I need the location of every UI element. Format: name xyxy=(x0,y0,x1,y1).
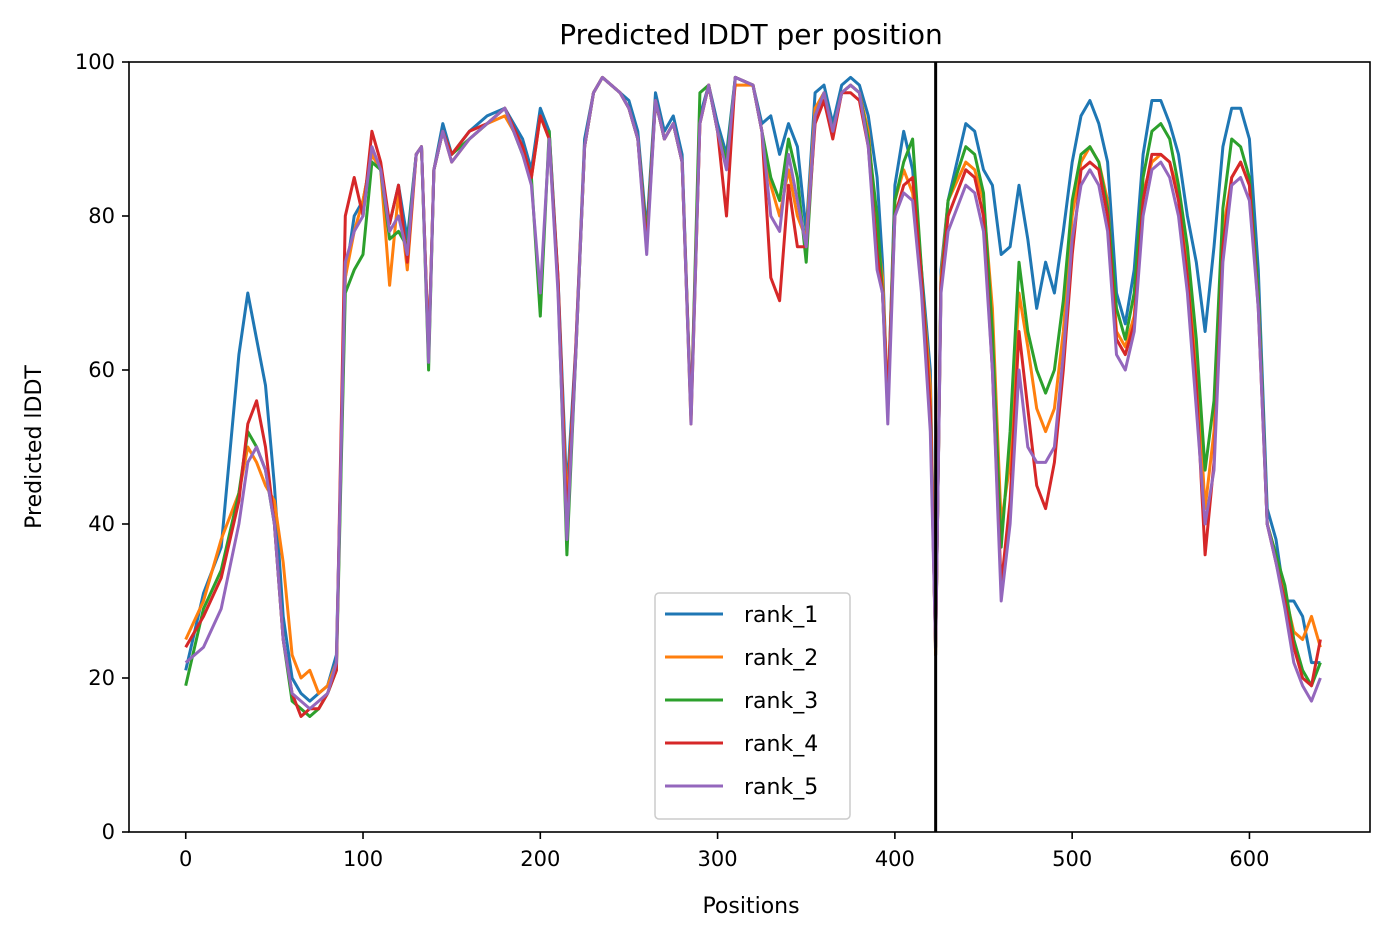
plot-frame xyxy=(128,61,1371,833)
legend: rank_1 rank_2 rank_3 rank_4 rank_5 xyxy=(654,592,851,820)
y-tick-label: 20 xyxy=(88,666,115,690)
x-tick-label: 300 xyxy=(698,847,738,871)
legend-label-rank_1: rank_1 xyxy=(744,603,818,628)
y-axis-label: Predicted lDDT xyxy=(22,365,47,529)
legend-label-rank_2: rank_2 xyxy=(744,646,818,671)
x-tick-label: 100 xyxy=(343,847,383,871)
x-tick-label: 600 xyxy=(1229,847,1269,871)
y-tick-label: 60 xyxy=(88,358,115,382)
chart-title: Predicted lDDT per position xyxy=(559,18,943,51)
legend-label-rank_3: rank_3 xyxy=(744,689,818,714)
x-tick-label: 400 xyxy=(875,847,915,871)
plot-area: 0 100 200 300 400 500 600020406080100rank_1ran… xyxy=(75,50,1371,871)
legend-label-rank_5: rank_5 xyxy=(744,775,818,800)
y-tick-label: 100 xyxy=(75,50,115,74)
x-tick-label: 500 xyxy=(1052,847,1092,871)
series-line-rank_5 xyxy=(184,75,1322,711)
y-tick-label: 40 xyxy=(88,512,115,536)
legend-frame xyxy=(654,592,851,820)
x-tick-label: 200 xyxy=(520,847,560,871)
series-line-rank_3 xyxy=(184,75,1322,718)
y-tick-label: 0 xyxy=(102,820,115,844)
x-axis-label: Positions xyxy=(702,894,799,919)
x-tick-label: 0 xyxy=(179,847,192,871)
legend-label-rank_4: rank_4 xyxy=(744,732,818,757)
y-tick-label: 80 xyxy=(88,204,115,228)
